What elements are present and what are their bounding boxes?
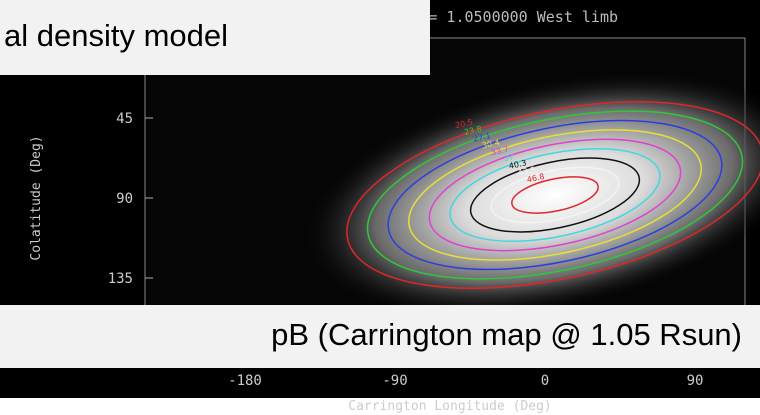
- caption: pB (Carrington map @ 1.05 Rsun): [271, 317, 742, 352]
- contour: [428, 138, 682, 252]
- y-tick-label: 135: [108, 271, 133, 287]
- x-tick-label: 90: [687, 373, 704, 389]
- y-tick-label: 45: [116, 111, 133, 127]
- x-tick-label: -180: [228, 373, 262, 389]
- contour: [449, 147, 661, 243]
- x-tick-label: 0: [541, 373, 549, 389]
- x-tick-label: -90: [382, 373, 407, 389]
- contour: [407, 129, 703, 261]
- contour: [387, 119, 723, 271]
- contour-label: 27.1: [472, 131, 491, 144]
- glow: [299, 70, 760, 320]
- contour: [469, 157, 641, 233]
- caption-box: [0, 305, 760, 368]
- contour: [490, 166, 620, 224]
- contour-label: 33.7: [490, 145, 509, 158]
- contour-label: 40.3: [508, 158, 527, 171]
- contour-label: 43.5: [517, 165, 536, 178]
- contour-label: 23.8: [463, 124, 482, 137]
- contour-label: 37: [503, 152, 515, 163]
- contour: [511, 176, 599, 214]
- contour-label: 30.4: [481, 138, 500, 151]
- x-axis-label: Carrington Longitude (Deg): [348, 399, 552, 414]
- contour: [346, 101, 760, 289]
- y-axis-label: Colatitude (Deg): [29, 135, 44, 260]
- contour-label: 46.8: [526, 172, 545, 185]
- overlay-title: al density model: [4, 18, 228, 53]
- overlay-box: [0, 0, 430, 75]
- contour-label: 20.5: [454, 118, 473, 131]
- y-tick-label: 90: [116, 191, 133, 207]
- contour: [366, 110, 744, 280]
